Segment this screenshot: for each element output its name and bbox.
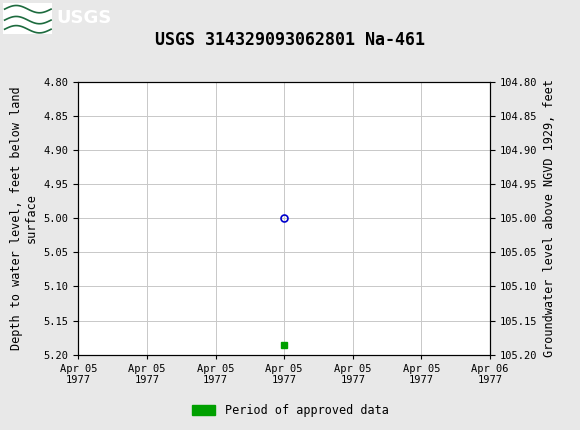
- Y-axis label: Groundwater level above NGVD 1929, feet: Groundwater level above NGVD 1929, feet: [543, 79, 556, 357]
- Text: USGS: USGS: [57, 9, 112, 27]
- Bar: [3, 3, 52, 34]
- Legend: Period of approved data: Period of approved data: [187, 399, 393, 422]
- Y-axis label: Depth to water level, feet below land
surface: Depth to water level, feet below land su…: [10, 86, 38, 350]
- Text: USGS 314329093062801 Na-461: USGS 314329093062801 Na-461: [155, 31, 425, 49]
